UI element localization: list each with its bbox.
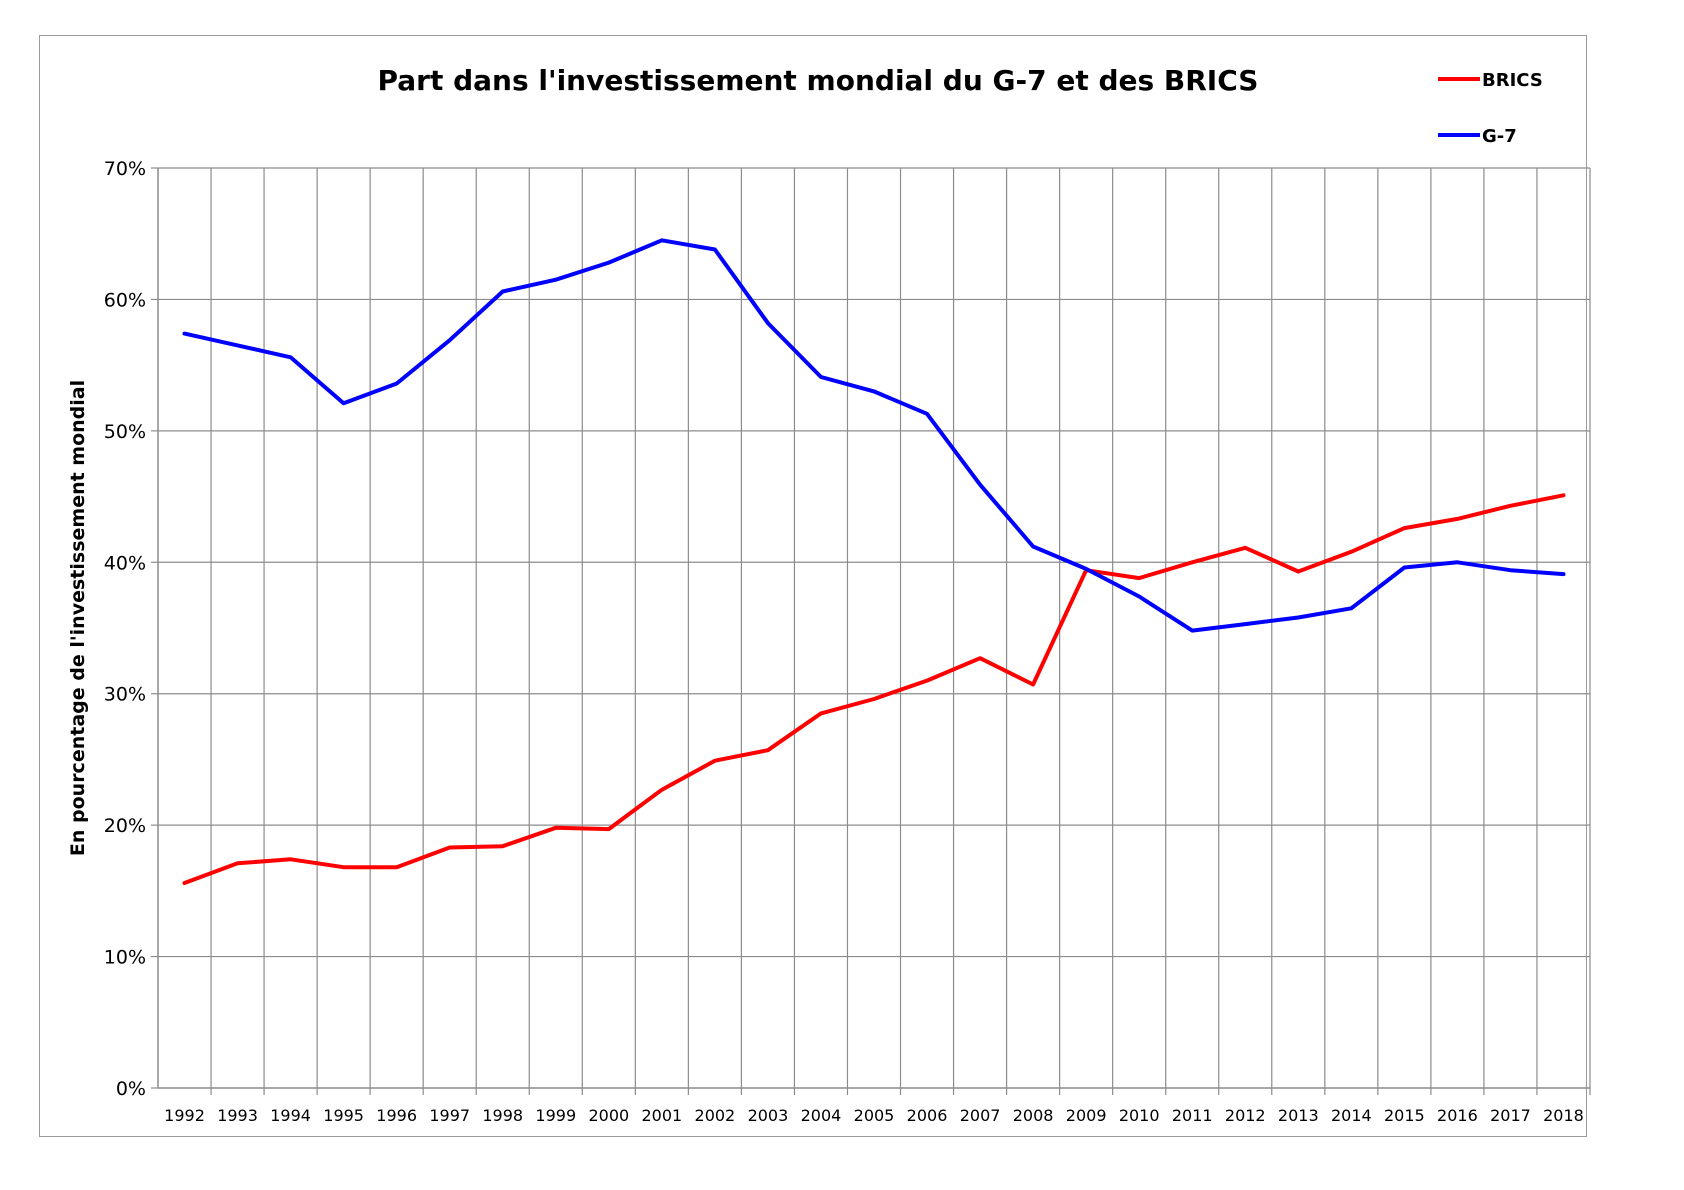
x-tick-labels: 1992 1993 1994 1995 1996 1997 1998 1999 2000 2001… bbox=[164, 1106, 1584, 1125]
x-tick-label: 2010 bbox=[1119, 1106, 1160, 1125]
x-tick-label: 1999 bbox=[535, 1106, 576, 1125]
series-lines bbox=[182, 238, 1566, 885]
y-tick-label: 30% bbox=[104, 684, 146, 706]
x-tick-label: 1995 bbox=[323, 1106, 364, 1125]
x-tick-label: 2016 bbox=[1437, 1106, 1478, 1125]
y-tick-label: 50% bbox=[104, 421, 146, 443]
x-tick-label: 2008 bbox=[1013, 1106, 1054, 1125]
series-line-brics bbox=[182, 493, 1566, 885]
y-tick-label: 60% bbox=[104, 289, 146, 311]
legend-label-g-7: G-7 bbox=[1482, 126, 1517, 147]
y-tick-label: 20% bbox=[104, 815, 146, 837]
x-tick-label: 1994 bbox=[270, 1106, 311, 1125]
y-tick-label: 40% bbox=[104, 552, 146, 574]
x-tick-label: 1996 bbox=[376, 1106, 417, 1125]
x-tick-label: 1992 bbox=[164, 1106, 205, 1125]
x-tick-label: 1993 bbox=[217, 1106, 258, 1125]
x-tick-label: 2018 bbox=[1543, 1106, 1584, 1125]
y-tick-labels: 0% 10% 20% 30% 40% 50% 60% 70% bbox=[104, 158, 146, 1100]
grid bbox=[158, 167, 1591, 1088]
x-tick-label: 1998 bbox=[482, 1106, 523, 1125]
x-tick-label: 2015 bbox=[1384, 1106, 1425, 1125]
x-tick-label: 2005 bbox=[854, 1106, 895, 1125]
x-tick-label: 2003 bbox=[748, 1106, 789, 1125]
x-tick-label: 2002 bbox=[695, 1106, 736, 1125]
x-tick-label: 2000 bbox=[588, 1106, 629, 1125]
axes bbox=[151, 167, 1591, 1095]
series-line-g-7 bbox=[182, 238, 1566, 633]
x-tick-label: 2017 bbox=[1490, 1106, 1531, 1125]
y-tick-label: 10% bbox=[104, 947, 146, 969]
x-tick-label: 2001 bbox=[641, 1106, 682, 1125]
y-tick-label: 70% bbox=[104, 158, 146, 180]
x-tick-label: 2012 bbox=[1225, 1106, 1266, 1125]
x-tick-label: 2004 bbox=[801, 1106, 842, 1125]
x-tick-label: 2006 bbox=[907, 1106, 948, 1125]
x-tick-label: 1997 bbox=[429, 1106, 470, 1125]
x-tick-label: 2014 bbox=[1331, 1106, 1372, 1125]
y-tick-label: 0% bbox=[116, 1078, 146, 1100]
x-tick-label: 2011 bbox=[1172, 1106, 1213, 1125]
legend-label-brics: BRICS bbox=[1482, 70, 1543, 91]
chart-frame bbox=[39, 35, 1587, 1137]
y-axis-label: En pourcentage de l'investissement mondi… bbox=[67, 380, 89, 856]
legend: BRICS G-7 bbox=[1438, 70, 1543, 147]
x-tick-label: 2007 bbox=[960, 1106, 1001, 1125]
x-tick-label: 2013 bbox=[1278, 1106, 1319, 1125]
x-tick-label: 2009 bbox=[1066, 1106, 1107, 1125]
chart-title: Part dans l'investissement mondial du G-… bbox=[378, 64, 1259, 97]
